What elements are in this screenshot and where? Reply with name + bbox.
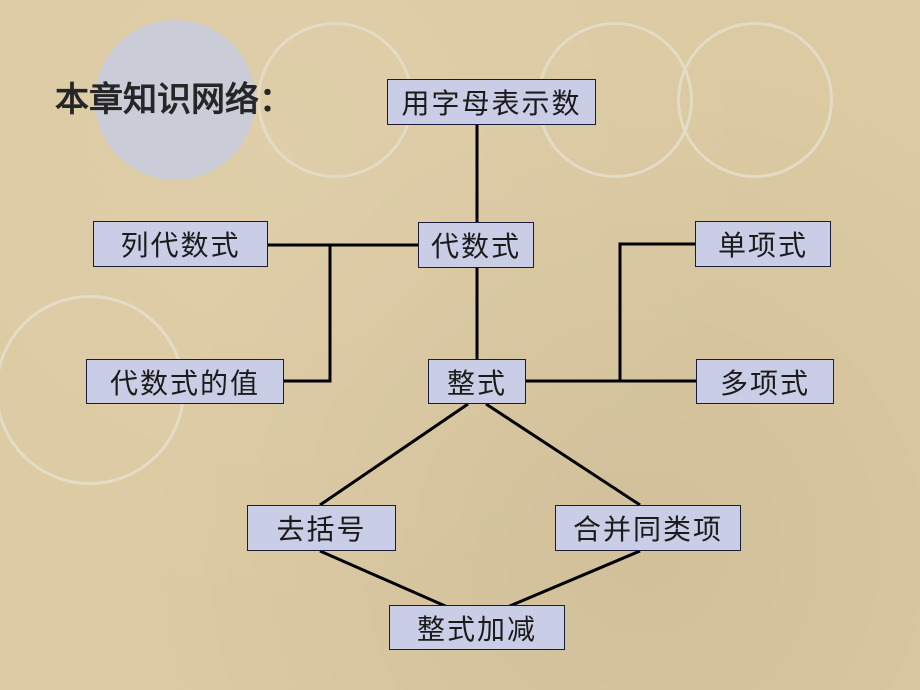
node-zheng: 整式 bbox=[428, 359, 526, 404]
node-remove: 去括号 bbox=[247, 505, 396, 551]
node-label: 用字母表示数 bbox=[401, 82, 581, 122]
node-merge: 合并同类项 bbox=[555, 505, 741, 551]
node-listexp: 列代数式 bbox=[93, 221, 268, 267]
node-root: 用字母表示数 bbox=[387, 79, 596, 125]
node-mono: 单项式 bbox=[695, 221, 831, 267]
node-label: 合并同类项 bbox=[573, 508, 723, 548]
node-label: 多项式 bbox=[720, 362, 810, 402]
node-label: 整式 bbox=[447, 362, 507, 402]
decorative-circle bbox=[677, 22, 833, 178]
node-valexp: 代数式的值 bbox=[86, 359, 284, 404]
node-label: 去括号 bbox=[276, 508, 366, 548]
node-label: 列代数式 bbox=[120, 224, 240, 264]
node-label: 代数式 bbox=[431, 225, 521, 265]
node-label: 代数式的值 bbox=[110, 362, 260, 402]
node-algexp: 代数式 bbox=[418, 222, 534, 268]
page-title: 本章知识网络： bbox=[55, 72, 293, 121]
node-label: 单项式 bbox=[718, 224, 808, 264]
node-label: 整式加减 bbox=[417, 608, 537, 648]
node-addsub: 整式加减 bbox=[389, 605, 565, 650]
node-poly: 多项式 bbox=[696, 359, 834, 404]
